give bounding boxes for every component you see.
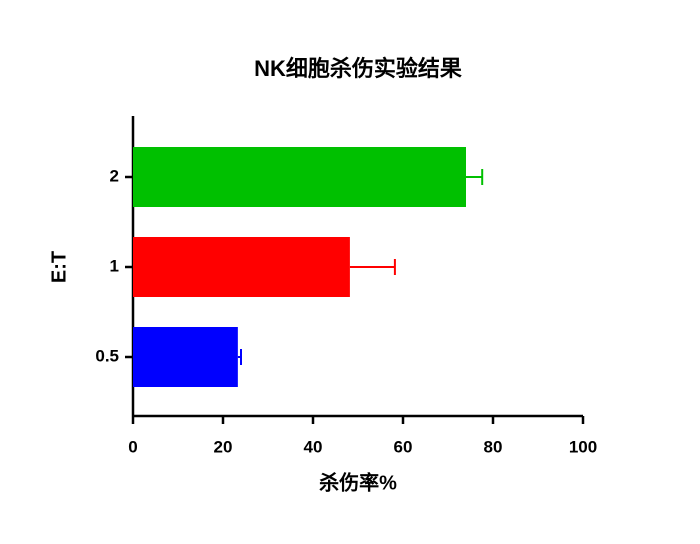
x-axis-label: 杀伤率% [319, 470, 397, 494]
x-tick-label: 60 [394, 437, 413, 456]
x-tick-label: 0 [128, 437, 137, 456]
x-tick-label: 20 [214, 437, 233, 456]
bar [133, 237, 350, 297]
bar [133, 147, 466, 207]
y-tick-label: 0.5 [95, 346, 119, 365]
x-tick-label: 100 [569, 437, 597, 456]
y-tick-label: 2 [110, 166, 119, 185]
y-tick-label: 1 [110, 256, 119, 275]
x-tick-label: 40 [304, 437, 323, 456]
y-axis-label: E:T [48, 251, 70, 283]
x-tick-label: 80 [484, 437, 503, 456]
bar [133, 327, 238, 387]
chart-title: NK细胞杀伤实验结果 [254, 56, 462, 81]
